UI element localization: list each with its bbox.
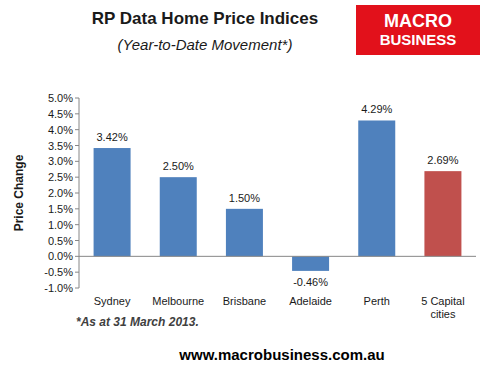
tick-mark — [75, 113, 79, 114]
tick-mark — [75, 193, 79, 194]
bars — [94, 120, 462, 270]
logo-box — [356, 5, 480, 55]
data-label: 3.42% — [96, 131, 127, 143]
source: www.macrobusiness.com.au — [178, 346, 384, 363]
logo: MACROBUSINESS — [356, 5, 480, 55]
tick-label: -1.0% — [44, 282, 73, 294]
tick-mark — [75, 272, 79, 273]
data-label: 1.50% — [229, 192, 260, 204]
category-label: Melbourne — [152, 295, 204, 307]
bar — [226, 209, 263, 256]
axis-label: Price Change — [12, 154, 26, 231]
chart: RP Data Home Price Indices (Year-to-Date … — [0, 0, 488, 377]
tick-mark — [75, 129, 79, 130]
tick-label: 2.0% — [48, 187, 73, 199]
tick-label: 3.5% — [48, 140, 73, 152]
category-line: 5 Capital — [421, 295, 464, 307]
data-label: 4.29% — [361, 103, 392, 115]
tick-label: 4.0% — [48, 124, 73, 136]
category-line: Brisbane — [223, 295, 266, 307]
tick-label: 2.5% — [48, 171, 73, 183]
tick-mark — [75, 177, 79, 178]
tick-label: 1.5% — [48, 203, 73, 215]
category-label: Perth — [364, 295, 390, 307]
tick-mark — [75, 98, 79, 99]
tick-label: 3.0% — [48, 155, 73, 167]
tick-mark — [75, 256, 79, 257]
category-label: Adelaide — [289, 295, 332, 307]
tick-label: 0.5% — [48, 235, 73, 247]
category-label: Sydney — [94, 295, 131, 307]
data-label: 2.50% — [163, 160, 194, 172]
category-line: Adelaide — [289, 295, 332, 307]
tick-mark — [75, 240, 79, 241]
logo-text: MACRO — [384, 11, 452, 31]
footnote: *As at 31 March 2013. — [76, 315, 199, 329]
bar — [292, 256, 329, 271]
data-label: -0.46% — [293, 276, 328, 288]
category-line: Perth — [364, 295, 390, 307]
category-line: cities — [430, 308, 456, 320]
bar — [160, 177, 197, 256]
tick-label: -0.5% — [44, 266, 73, 278]
tick-label: 4.5% — [48, 108, 73, 120]
tick-mark — [75, 224, 79, 225]
category-label: 5 Capitalcities — [421, 295, 464, 320]
logo-text: BUSINESS — [380, 31, 457, 48]
tick-mark — [75, 145, 79, 146]
tick-mark — [75, 288, 79, 289]
y-axis — [79, 98, 80, 288]
bar — [358, 120, 395, 256]
tick-label: 1.0% — [48, 219, 73, 231]
bar — [94, 148, 131, 256]
data-label: 2.69% — [427, 154, 458, 166]
category-line: Sydney — [94, 295, 131, 307]
bar — [424, 171, 461, 256]
category-label: Brisbane — [223, 295, 266, 307]
tick-label: 5.0% — [48, 92, 73, 104]
category-line: Melbourne — [152, 295, 204, 307]
x-axis — [79, 256, 476, 257]
subtitle: (Year-to-Date Movement*) — [118, 36, 293, 53]
tick-label: 0.0% — [48, 250, 73, 262]
tick-mark — [75, 161, 79, 162]
tick-mark — [75, 208, 79, 209]
title: RP Data Home Price Indices — [92, 9, 318, 28]
